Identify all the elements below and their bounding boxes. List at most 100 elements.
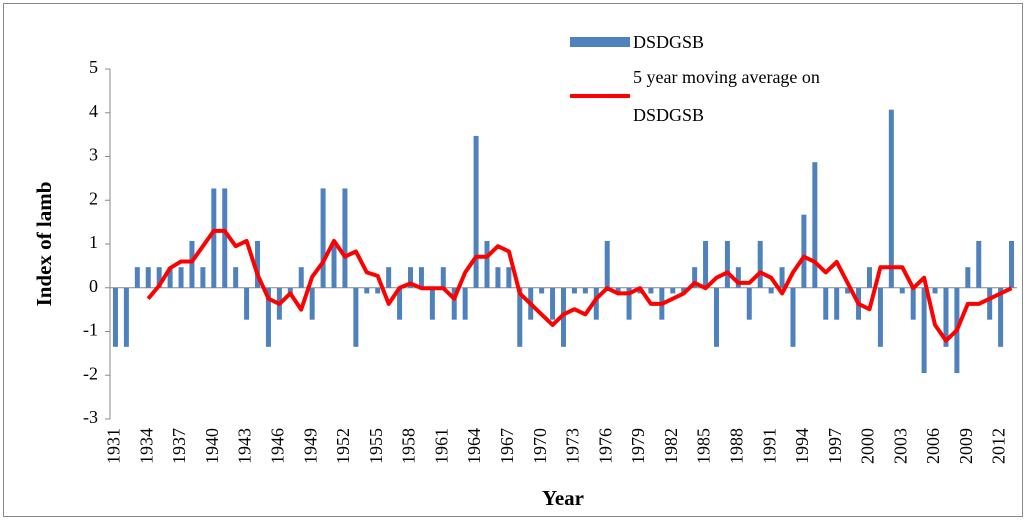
x-tick-label: 1961 <box>431 428 451 464</box>
x-tick-label: 1934 <box>136 428 156 464</box>
bar <box>495 267 501 288</box>
bar <box>342 188 348 288</box>
y-tick-label: -2 <box>83 363 98 383</box>
x-tick-label: 1955 <box>366 428 386 464</box>
bar <box>910 287 916 320</box>
bar <box>692 267 698 288</box>
bar <box>987 287 993 320</box>
x-tick-label: 1979 <box>628 428 648 464</box>
x-tick-label: 1931 <box>104 428 124 464</box>
bar <box>473 135 479 288</box>
bar <box>626 287 632 320</box>
y-tick-label: 5 <box>89 57 98 77</box>
legend-label: DSDGSB <box>633 32 705 52</box>
x-tick-label: 1943 <box>235 428 255 464</box>
bar <box>888 109 894 288</box>
bar <box>998 287 1004 347</box>
bar <box>593 287 599 320</box>
x-tick-label: 1958 <box>399 428 419 464</box>
bar <box>112 287 118 347</box>
x-tick-label: 1988 <box>726 428 746 464</box>
bar <box>211 188 217 288</box>
bar <box>976 240 982 288</box>
bar <box>320 188 326 288</box>
bar <box>681 287 687 294</box>
y-tick-label: 2 <box>89 188 98 208</box>
bar <box>517 287 523 347</box>
bar <box>757 240 763 288</box>
bar <box>571 287 577 294</box>
legend-label: 5 year moving average on DSDGSB <box>633 67 820 125</box>
x-tick-label: 1973 <box>563 428 583 464</box>
bar <box>189 240 195 288</box>
bar <box>801 214 807 288</box>
bar <box>386 267 392 288</box>
x-tick-label: 1976 <box>595 428 615 464</box>
bar <box>506 267 512 288</box>
bar <box>735 267 741 288</box>
x-tick-label: 2003 <box>890 428 910 464</box>
bar <box>397 287 403 320</box>
bar <box>779 267 785 288</box>
bar <box>615 287 621 294</box>
bar <box>1009 240 1015 288</box>
bar <box>834 287 840 320</box>
bar <box>484 240 490 288</box>
bar <box>331 240 337 288</box>
bar <box>932 287 938 294</box>
bar <box>539 287 545 294</box>
y-tick-label: 1 <box>89 232 98 252</box>
x-tick-label: 2009 <box>956 428 976 464</box>
x-tick-label: 1949 <box>300 428 320 464</box>
y-tick-label: 0 <box>89 276 98 296</box>
bar <box>451 287 457 320</box>
x-tick-label: 1997 <box>825 428 845 464</box>
bar <box>670 287 676 294</box>
bar <box>812 162 818 288</box>
bar <box>899 287 905 294</box>
x-tick-label: 1970 <box>530 428 550 464</box>
bar <box>561 287 566 347</box>
x-tick-label: 1952 <box>333 428 353 464</box>
bar <box>724 240 730 288</box>
x-tick-label: 1994 <box>792 428 812 464</box>
bar <box>877 287 883 347</box>
x-axis-title: Year <box>542 486 584 510</box>
legend-swatch <box>570 37 630 47</box>
bar <box>222 188 228 288</box>
x-tick-label: 1991 <box>759 428 779 464</box>
bar <box>375 287 381 294</box>
x-tick-label: 1964 <box>464 428 484 464</box>
x-tick-label: 1937 <box>169 428 189 464</box>
y-tick-label: 3 <box>89 145 98 165</box>
bar <box>866 267 872 288</box>
bar <box>418 267 424 288</box>
x-tick-label: 1967 <box>497 428 517 464</box>
bar <box>648 287 654 294</box>
bar <box>123 287 129 347</box>
bar <box>965 267 971 288</box>
x-tick-label: 2000 <box>858 428 878 464</box>
line-series <box>146 228 1013 343</box>
bar <box>440 267 446 288</box>
bar <box>156 267 162 288</box>
bar <box>582 287 588 294</box>
bar <box>943 287 949 347</box>
bar <box>200 267 206 288</box>
bar <box>298 267 304 288</box>
y-axis-title: Index of lamb <box>32 182 56 307</box>
bar <box>145 267 151 288</box>
x-tick-label: 1982 <box>661 428 681 464</box>
bar <box>233 267 239 288</box>
bar <box>178 267 184 288</box>
bar <box>550 287 556 320</box>
y-tick-label: 4 <box>89 101 98 121</box>
bar <box>703 240 709 288</box>
bar <box>768 287 774 294</box>
bar <box>244 287 250 320</box>
x-tick-label: 2006 <box>923 428 943 464</box>
bar <box>265 287 271 347</box>
bar <box>713 287 719 347</box>
